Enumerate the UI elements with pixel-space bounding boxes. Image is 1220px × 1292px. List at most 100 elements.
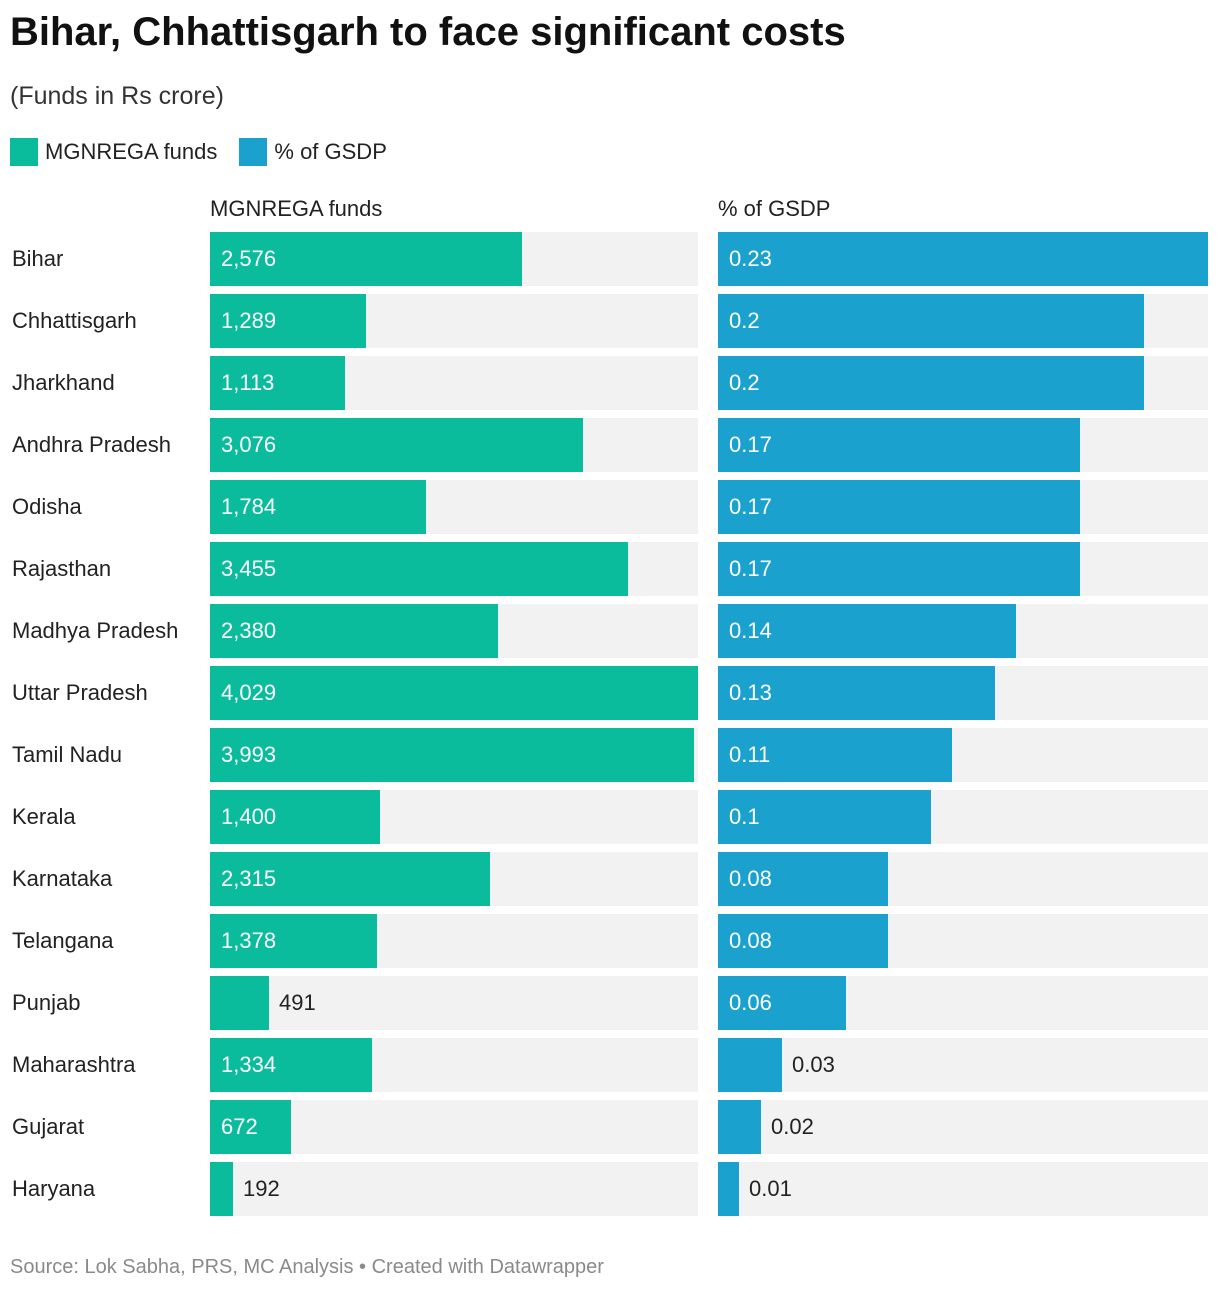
category-label: Gujarat [12,1114,85,1139]
bar-track-gsdp: 0.06 [718,976,1208,1030]
bar-mgnrega [210,666,698,720]
value-label-mgnrega: 1,334 [221,1052,277,1077]
chart-title: Bihar, Chhattisgarh to face significant … [10,10,846,54]
value-label-gsdp: 0.17 [729,494,772,519]
bar-mgnrega [210,1038,372,1092]
category-label: Uttar Pradesh [12,680,148,705]
bar-mgnrega [210,232,522,286]
value-label-mgnrega: 3,455 [221,556,277,581]
value-label-gsdp: 0.13 [729,680,772,705]
chart-row: Madhya Pradesh 2,380 0.14 [0,604,1220,658]
bar-mgnrega [210,1162,233,1216]
bar-mgnrega [210,914,377,968]
legend-swatch-mgnrega [10,138,38,166]
bar-track-mgnrega: 3,455 [210,542,698,596]
chart-row: Karnataka 2,315 0.08 [0,852,1220,906]
bar-mgnrega [210,1100,291,1154]
value-label-gsdp: 0.06 [729,990,772,1015]
category-label: Punjab [12,990,81,1015]
bar-track-mgnrega: 1,334 [210,1038,698,1092]
bar-track-mgnrega: 3,076 [210,418,698,472]
bar-track-mgnrega: 4,029 [210,666,698,720]
value-label-mgnrega: 3,076 [221,432,277,457]
legend-item-mgnrega: MGNREGA funds [10,138,217,166]
bar-track-mgnrega: 1,400 [210,790,698,844]
bar-gsdp [718,480,1080,534]
bar-gsdp [718,232,1208,286]
bar-gsdp [718,294,1144,348]
chart-row: Maharashtra 1,334 0.03 [0,1038,1220,1092]
bar-track-gsdp: 0.17 [718,418,1208,472]
chart-subtitle: (Funds in Rs crore) [10,82,224,110]
chart-row: Odisha 1,784 0.17 [0,480,1220,534]
bar-gsdp [718,790,931,844]
bar-track-gsdp: 0.23 [718,232,1208,286]
category-label: Karnataka [12,866,113,891]
bar-track-gsdp: 0.17 [718,480,1208,534]
chart-row: Haryana 192 0.01 [0,1162,1220,1216]
bar-track-gsdp: 0.13 [718,666,1208,720]
bar-track-mgnrega: 1,378 [210,914,698,968]
column-header-mgnrega: MGNREGA funds [210,196,383,221]
bar-track-gsdp: 0.03 [718,1038,1208,1092]
value-label-gsdp: 0.11 [729,742,771,767]
bar-gsdp [718,852,888,906]
value-label-gsdp: 0.23 [729,246,772,271]
category-label: Telangana [12,928,114,953]
bar-track-mgnrega: 2,576 [210,232,698,286]
bar-mgnrega [210,790,380,844]
bar-gsdp [718,728,952,782]
bar-mgnrega [210,542,628,596]
value-label-mgnrega: 1,289 [221,308,277,333]
bar-track-mgnrega: 192 [210,1162,698,1216]
bar-gsdp [718,1038,782,1092]
column-header-gsdp: % of GSDP [718,196,831,221]
chart-row: Andhra Pradesh 3,076 0.17 [0,418,1220,472]
bar-gsdp [718,666,995,720]
value-label-mgnrega: 2,380 [221,618,277,643]
legend: MGNREGA funds % of GSDP [10,136,409,168]
category-label: Maharashtra [12,1052,136,1077]
value-label-gsdp: 0.14 [729,618,772,643]
legend-item-gsdp: % of GSDP [239,138,387,166]
value-label-mgnrega: 1,378 [221,928,277,953]
category-label: Rajasthan [12,556,112,581]
chart-row: Kerala 1,400 0.1 [0,790,1220,844]
bar-mgnrega [210,852,490,906]
bar-gsdp [718,418,1080,472]
category-label: Chhattisgarh [12,308,137,333]
value-label-gsdp: 0.1 [729,804,760,829]
chart-row: Rajasthan 3,455 0.17 [0,542,1220,596]
bar-gsdp [718,976,846,1030]
source-footer: Source: Lok Sabha, PRS, MC Analysis • Cr… [10,1256,604,1278]
bar-gsdp [718,604,1016,658]
legend-label-gsdp: % of GSDP [274,139,387,164]
value-label-gsdp: 0.2 [729,308,760,333]
chart-row: Chhattisgarh 1,289 0.2 [0,294,1220,348]
bar-mgnrega [210,356,345,410]
category-label: Andhra Pradesh [12,432,171,457]
value-label-gsdp: 0.08 [729,866,772,891]
category-label: Bihar [12,246,64,271]
bar-mgnrega [210,418,583,472]
bar-track-gsdp: 0.2 [718,356,1208,410]
legend-swatch-gsdp [239,138,268,166]
bar-track-mgnrega: 491 [210,976,698,1030]
value-label-mgnrega: 1,113 [221,370,275,395]
bar-mgnrega [210,976,269,1030]
category-label: Kerala [12,804,76,829]
category-label: Madhya Pradesh [12,618,179,643]
chart-row: Tamil Nadu 3,993 0.11 [0,728,1220,782]
bar-track-gsdp: 0.17 [718,542,1208,596]
bar-gsdp [718,1162,739,1216]
bar-gsdp [718,914,888,968]
bar-mgnrega [210,294,366,348]
bar-track-gsdp: 0.01 [718,1162,1208,1216]
bar-track-gsdp: 0.2 [718,294,1208,348]
bar-track-mgnrega: 672 [210,1100,698,1154]
bar-mgnrega [210,480,426,534]
bar-track-mgnrega: 1,289 [210,294,698,348]
value-label-gsdp: 0.02 [771,1114,814,1139]
bar-mgnrega [210,604,498,658]
bar-track-gsdp: 0.1 [718,790,1208,844]
